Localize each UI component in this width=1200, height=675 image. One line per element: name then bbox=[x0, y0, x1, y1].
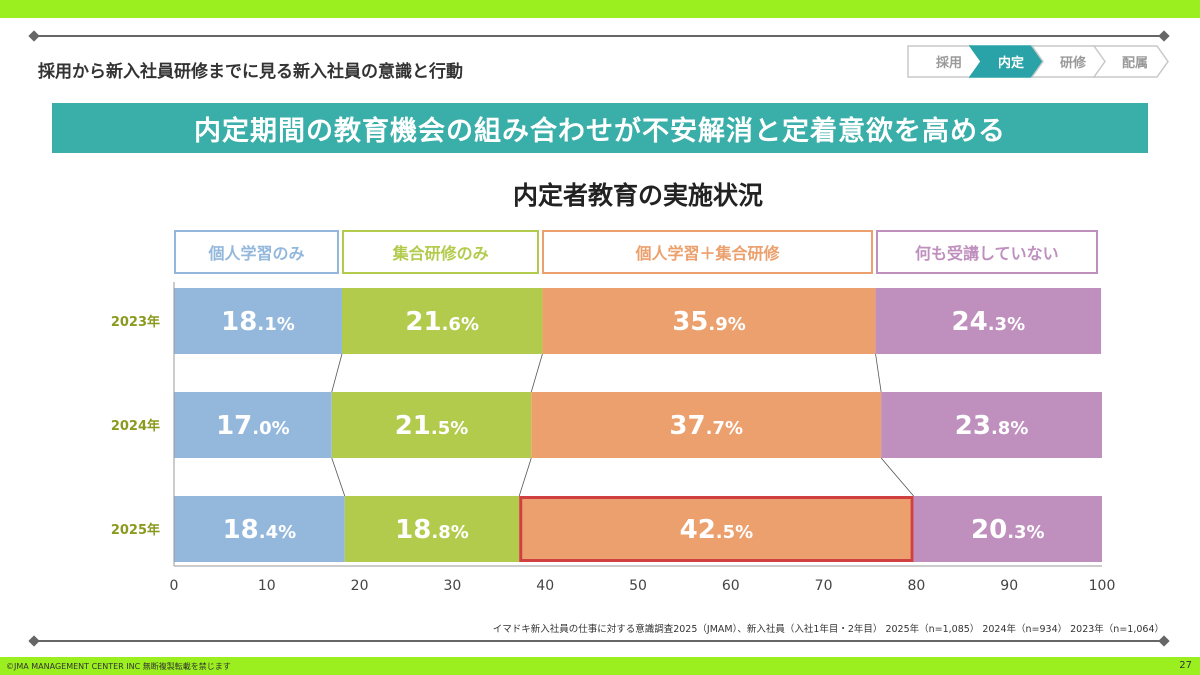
bottom-divider bbox=[33, 640, 1165, 642]
connector-line bbox=[880, 457, 914, 497]
page-subtitle: 採用から新入社員研修までに見る新入社員の意識と行動 bbox=[38, 62, 463, 82]
connector-line bbox=[518, 457, 532, 497]
bar-segment bbox=[174, 496, 345, 562]
data-label: 35.9% bbox=[672, 307, 746, 337]
chart-title: 内定者教育の実施状況 bbox=[512, 181, 763, 210]
legend-item: 個人学習＋集合研修 bbox=[542, 230, 873, 274]
data-label: 42.5% bbox=[680, 515, 754, 545]
bar-segment bbox=[542, 288, 876, 354]
data-label: 23.8% bbox=[955, 411, 1029, 441]
x-tick-label: 0 bbox=[170, 578, 179, 594]
x-tick-label: 10 bbox=[258, 578, 276, 594]
category-label: 2025年 bbox=[111, 522, 160, 538]
data-label: 18.1% bbox=[221, 307, 295, 337]
category-label: 2024年 bbox=[111, 418, 160, 434]
copyright-text: ©JMA MANAGEMENT CENTER INC 無断複製転載を禁じます bbox=[6, 662, 231, 671]
bar-segment bbox=[913, 496, 1102, 562]
x-tick-label: 20 bbox=[351, 578, 369, 594]
x-tick-label: 50 bbox=[629, 578, 647, 594]
step-4: 配属 bbox=[1093, 45, 1169, 78]
data-label: 21.5% bbox=[395, 411, 469, 441]
data-label: 21.6% bbox=[405, 307, 479, 337]
highlight-outline bbox=[519, 496, 914, 562]
x-tick-label: 80 bbox=[907, 578, 925, 594]
x-tick-label: 40 bbox=[536, 578, 554, 594]
step-label: 配属 bbox=[1121, 56, 1148, 71]
top-divider bbox=[33, 35, 1165, 37]
bar-segment bbox=[174, 392, 332, 458]
page-number: 27 bbox=[1179, 660, 1192, 671]
legend-item: 何も受講していない bbox=[875, 230, 1099, 274]
connector-line bbox=[530, 353, 543, 393]
bar-segment bbox=[344, 496, 520, 562]
x-tick-label: 100 bbox=[1089, 578, 1116, 594]
category-label: 2023年 bbox=[111, 314, 160, 330]
step-label: 採用 bbox=[935, 56, 962, 71]
bar-segment bbox=[519, 496, 914, 562]
legend-item: 個人学習のみ bbox=[174, 230, 339, 274]
connector-line bbox=[331, 457, 346, 497]
process-steps: 採用 内定 研修 配属 bbox=[907, 45, 1169, 78]
bar-segment bbox=[875, 288, 1102, 354]
step-1: 採用 bbox=[907, 45, 983, 78]
data-label: 20.3% bbox=[971, 515, 1045, 545]
headline-banner: 内定期間の教育機会の組み合わせが不安解消と定着意欲を高める bbox=[52, 103, 1148, 153]
data-label: 18.4% bbox=[223, 515, 297, 545]
footer-bar: ©JMA MANAGEMENT CENTER INC 無断複製転載を禁じます 2… bbox=[0, 657, 1200, 675]
bar-segment bbox=[331, 392, 532, 458]
step-label: 内定 bbox=[997, 56, 1024, 71]
step-label: 研修 bbox=[1059, 56, 1086, 71]
bar-segment bbox=[174, 288, 342, 354]
source-note: イマドキ新入社員の仕事に対する意識調査2025（JMAM）、新入社員（入社1年目… bbox=[492, 624, 1164, 635]
data-label: 17.0% bbox=[216, 411, 290, 441]
data-label: 37.7% bbox=[669, 411, 743, 441]
connector-line bbox=[331, 353, 343, 393]
x-tick-label: 90 bbox=[1000, 578, 1018, 594]
bar-segment bbox=[881, 392, 1102, 458]
x-tick-label: 30 bbox=[443, 578, 461, 594]
data-label: 24.3% bbox=[952, 307, 1026, 337]
bar-segment bbox=[531, 392, 882, 458]
data-label: 18.8% bbox=[395, 515, 469, 545]
bar-segment bbox=[341, 288, 543, 354]
step-3: 研修 bbox=[1031, 45, 1107, 78]
x-tick-label: 60 bbox=[722, 578, 740, 594]
x-tick-label: 70 bbox=[815, 578, 833, 594]
legend-item: 集合研修のみ bbox=[341, 230, 540, 274]
connector-line bbox=[875, 353, 882, 393]
headline-text: 内定期間の教育機会の組み合わせが不安解消と定着意欲を高める bbox=[194, 115, 1006, 147]
top-accent-bar bbox=[0, 0, 1200, 18]
